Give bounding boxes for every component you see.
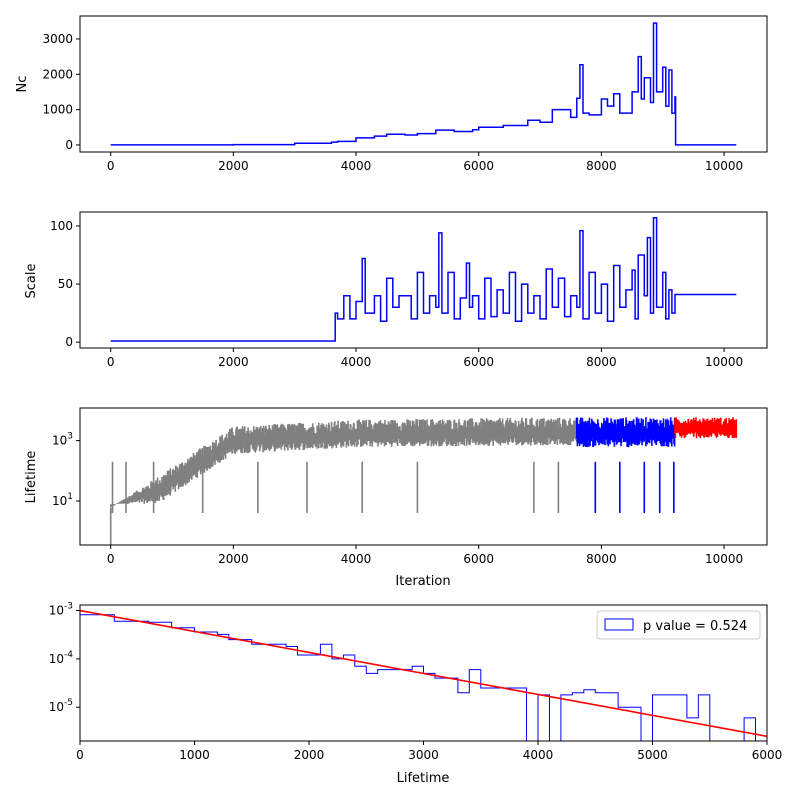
x-tick-label: 10000 bbox=[705, 159, 743, 173]
y-tick-label: 2000 bbox=[42, 67, 73, 81]
x-tick-label: 6000 bbox=[463, 159, 494, 173]
panel-nc: 0 2000 4000 6000 8000 10000 0 1000 2000 3000 Nc bbox=[15, 15, 768, 173]
x-tick-label: 6000 bbox=[463, 552, 494, 566]
x-tick-label: 3000 bbox=[408, 748, 439, 762]
x-tick-label: 2000 bbox=[218, 552, 249, 566]
axes-frame bbox=[79, 15, 768, 153]
x-tick-label: 4000 bbox=[341, 159, 372, 173]
series-line bbox=[110, 217, 737, 342]
plot-area: 0 2000 4000 6000 8000 10000 0 50 100 bbox=[50, 211, 768, 369]
y-tick-label: 0 bbox=[65, 335, 73, 349]
y-axis-label: Scale bbox=[24, 264, 39, 299]
fit-line bbox=[80, 609, 767, 738]
series-trace bbox=[674, 417, 738, 439]
x-tick-label: 0 bbox=[107, 159, 115, 173]
x-tick-label: 0 bbox=[107, 552, 115, 566]
x-tick-label: 4000 bbox=[523, 748, 554, 762]
axes-frame bbox=[79, 211, 768, 349]
x-tick-label: 1000 bbox=[179, 748, 210, 762]
x-tick-label: 8000 bbox=[586, 355, 617, 369]
legend-label: p value = 0.524 bbox=[643, 619, 747, 634]
y-axis-label: Nc bbox=[15, 76, 30, 93]
y-tick-label: 50 bbox=[58, 277, 73, 291]
x-tick-label: 2000 bbox=[294, 748, 325, 762]
x-tick-label: 8000 bbox=[586, 552, 617, 566]
y-tick-label: 0 bbox=[65, 138, 73, 152]
x-tick-label: 4000 bbox=[341, 552, 372, 566]
x-tick-label: 5000 bbox=[637, 748, 668, 762]
series-trace bbox=[576, 417, 676, 513]
legend-swatch bbox=[604, 618, 634, 631]
legend-box bbox=[596, 610, 761, 640]
series-trace bbox=[109, 417, 578, 545]
axes-frame bbox=[79, 407, 768, 546]
x-tick-label: 0 bbox=[76, 748, 84, 762]
x-axis-label: Iteration bbox=[395, 574, 450, 589]
x-tick-label: 10000 bbox=[705, 355, 743, 369]
y-tick-label: 100 bbox=[50, 219, 73, 233]
y-tick-label: 3000 bbox=[42, 32, 73, 46]
x-tick-label: 6000 bbox=[463, 355, 494, 369]
panel-scale: 0 2000 4000 6000 8000 10000 0 50 100 Scale bbox=[24, 211, 768, 369]
y-tick-label: 1000 bbox=[42, 103, 73, 117]
x-tick-label: 4000 bbox=[341, 355, 372, 369]
x-axis-label: Lifetime bbox=[397, 771, 450, 786]
y-axis-label: Lifetime bbox=[24, 451, 39, 504]
plot-area: 0 2000 4000 6000 8000 10000 0 1000 2000 3000 bbox=[42, 15, 768, 173]
x-tick-label: 6000 bbox=[752, 748, 783, 762]
x-tick-label: 2000 bbox=[218, 355, 249, 369]
x-tick-label: 8000 bbox=[586, 159, 617, 173]
x-tick-label: 2000 bbox=[218, 159, 249, 173]
series-line bbox=[110, 22, 737, 146]
x-tick-label: 0 bbox=[107, 355, 115, 369]
legend: p value = 0.524 bbox=[596, 610, 761, 640]
x-tick-label: 10000 bbox=[705, 552, 743, 566]
